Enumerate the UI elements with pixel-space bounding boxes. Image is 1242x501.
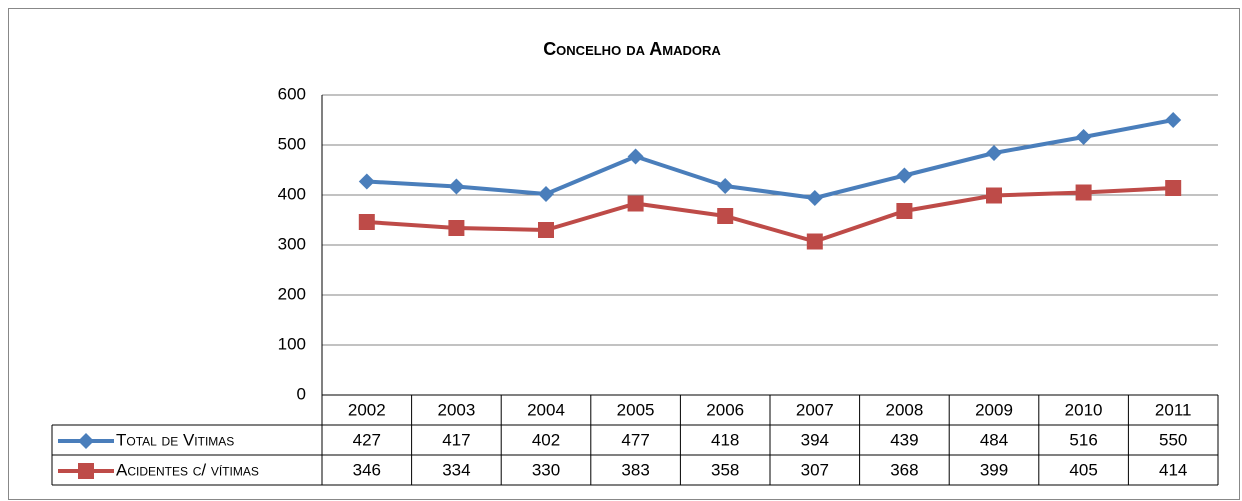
legend-label: Acidentes c/ vítimas: [116, 460, 259, 479]
table-value: 427: [353, 430, 381, 449]
marker: [78, 463, 94, 479]
table-value: 346: [353, 460, 381, 479]
x-tick-label: 2003: [437, 400, 475, 419]
marker: [1075, 129, 1092, 145]
marker: [717, 178, 734, 194]
table-value: 358: [711, 460, 739, 479]
y-tick-label: 400: [278, 184, 306, 203]
table-value: 405: [1069, 460, 1097, 479]
marker: [448, 178, 465, 195]
marker: [896, 167, 913, 184]
y-tick-label: 300: [278, 234, 306, 253]
table-value: 484: [980, 430, 1008, 449]
x-tick-label: 2008: [885, 400, 923, 419]
marker: [986, 145, 1002, 161]
table-value: 516: [1069, 430, 1097, 449]
table-value: 307: [801, 460, 829, 479]
x-tick-label: 2006: [706, 400, 744, 419]
table-value: 550: [1159, 430, 1187, 449]
marker: [896, 203, 913, 219]
marker: [1075, 184, 1092, 201]
table-value: 402: [532, 430, 560, 449]
series-line: [366, 118, 1174, 200]
marker: [627, 148, 644, 165]
chart-title: Concelho da Amadora: [543, 39, 721, 59]
table-value: 330: [532, 460, 560, 479]
x-tick-label: 2011: [1155, 400, 1192, 419]
marker: [78, 433, 94, 449]
table-value: 439: [890, 430, 918, 449]
marker: [806, 233, 823, 250]
marker: [986, 187, 1002, 204]
marker: [538, 222, 554, 238]
x-tick-label: 2002: [348, 400, 386, 419]
x-tick-label: 2005: [617, 400, 655, 419]
marker: [717, 208, 734, 224]
table-value: 394: [801, 430, 829, 449]
y-tick-label: 0: [297, 384, 306, 403]
y-tick-label: 500: [278, 134, 306, 153]
marker: [358, 214, 375, 230]
table-value: 417: [442, 430, 470, 449]
marker: [1165, 112, 1182, 128]
x-tick-label: 2009: [975, 400, 1013, 419]
marker: [358, 173, 375, 190]
marker: [627, 195, 644, 212]
table-value: 414: [1159, 460, 1187, 479]
series-line: [366, 186, 1174, 244]
x-tick-label: 2004: [527, 400, 565, 419]
marker: [806, 190, 823, 206]
marker: [1165, 180, 1182, 196]
x-tick-label: 2007: [796, 400, 834, 419]
marker: [538, 186, 554, 202]
table-value: 477: [621, 430, 649, 449]
x-tick-label: 2010: [1065, 400, 1103, 419]
table-value: 368: [890, 460, 918, 479]
table-value: 334: [442, 460, 470, 479]
chart-border: [8, 8, 1240, 500]
table-value: 383: [621, 460, 649, 479]
y-tick-label: 200: [278, 284, 306, 303]
y-tick-label: 100: [278, 334, 306, 353]
table-value: 418: [711, 430, 739, 449]
legend-label: Total de Vitimas: [116, 430, 234, 449]
table-value: 399: [980, 460, 1008, 479]
marker: [448, 220, 465, 236]
y-tick-label: 600: [278, 84, 306, 103]
